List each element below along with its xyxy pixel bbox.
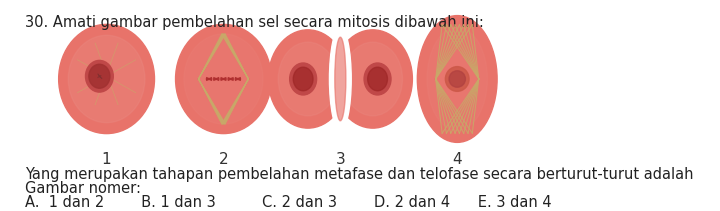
Ellipse shape — [446, 67, 469, 91]
Ellipse shape — [58, 24, 155, 134]
Ellipse shape — [368, 67, 387, 91]
Ellipse shape — [330, 27, 351, 131]
Text: 4: 4 — [452, 152, 462, 167]
Ellipse shape — [176, 24, 271, 134]
Text: 30. Amati gambar pembelahan sel secara mitosis dibawah ini:: 30. Amati gambar pembelahan sel secara m… — [24, 15, 484, 30]
Ellipse shape — [427, 27, 487, 131]
Text: 3: 3 — [336, 152, 345, 167]
Ellipse shape — [293, 67, 313, 91]
Ellipse shape — [89, 64, 110, 88]
Text: Gambar nomer:: Gambar nomer: — [24, 181, 141, 196]
Ellipse shape — [68, 35, 145, 123]
Text: 2: 2 — [219, 152, 228, 167]
Ellipse shape — [278, 42, 338, 116]
Text: Yang merupakan tahapan pembelahan metafase dan telofase secara berturut-turut ad: Yang merupakan tahapan pembelahan metafa… — [24, 167, 693, 182]
Ellipse shape — [184, 34, 263, 124]
Ellipse shape — [289, 63, 317, 95]
Ellipse shape — [449, 71, 465, 87]
Ellipse shape — [418, 16, 497, 142]
Ellipse shape — [335, 37, 346, 121]
Ellipse shape — [269, 30, 348, 128]
Ellipse shape — [333, 30, 413, 128]
Ellipse shape — [343, 42, 402, 116]
Text: 1: 1 — [102, 152, 112, 167]
Ellipse shape — [364, 63, 391, 95]
Ellipse shape — [86, 60, 113, 92]
Text: A.  1 dan 2        B. 1 dan 3          C. 2 dan 3        D. 2 dan 4      E. 3 da: A. 1 dan 2 B. 1 dan 3 C. 2 dan 3 D. 2 da… — [24, 195, 552, 210]
